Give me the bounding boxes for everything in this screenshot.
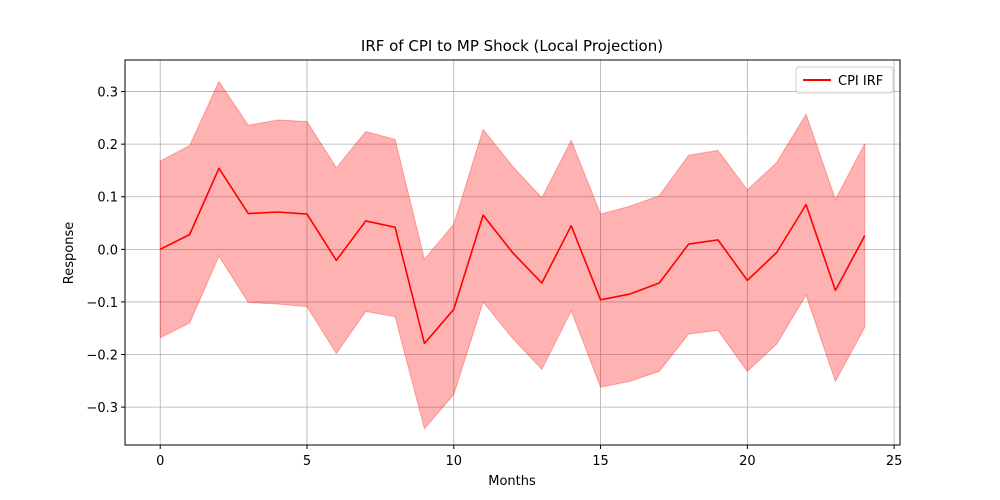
x-ticks: 0 5 10 15 20 25 — [156, 445, 902, 469]
x-axis-label: Months — [488, 474, 536, 489]
x-tick-label: 0 — [156, 454, 164, 469]
y-tick-label: 0.0 — [97, 243, 118, 258]
y-ticks: −0.3 −0.2 −0.1 0.0 0.1 0.2 0.3 — [86, 86, 125, 416]
plot-frame — [124, 59, 901, 446]
confidence-band — [159, 80, 866, 430]
grid-layer — [125, 60, 900, 445]
y-tick-label: −0.1 — [86, 296, 118, 311]
series-layer — [159, 167, 866, 345]
legend-label-cpi-irf: CPI IRF — [838, 74, 883, 89]
x-tick-label: 25 — [886, 454, 903, 469]
y-tick-label: −0.3 — [86, 401, 118, 416]
legend-box — [795, 66, 894, 94]
y-tick-label: 0.3 — [97, 86, 118, 101]
y-tick-label: −0.2 — [86, 349, 118, 364]
x-tick-label: 10 — [446, 454, 463, 469]
chart-title: IRF of CPI to MP Shock (Local Projection… — [361, 37, 663, 55]
band-layer — [159, 80, 866, 430]
x-tick-label: 20 — [739, 454, 756, 469]
y-tick-label: 0.2 — [97, 138, 118, 153]
legend: CPI IRF — [795, 66, 894, 94]
x-tick-label: 5 — [303, 454, 311, 469]
y-tick-label: 0.1 — [97, 191, 118, 206]
x-tick-label: 15 — [592, 454, 609, 469]
y-axis-label: Response — [62, 222, 77, 284]
